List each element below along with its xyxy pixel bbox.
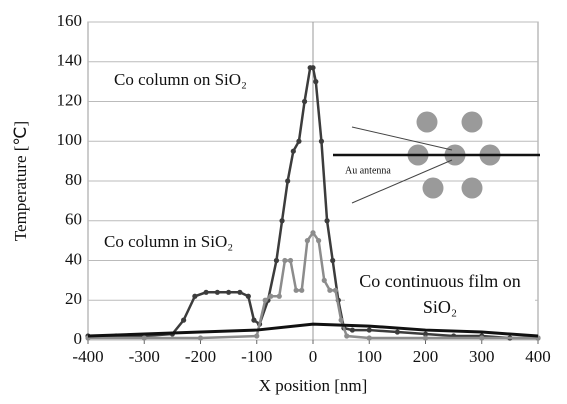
inset-particle [461,111,483,133]
y-tick-label: 80 [65,170,82,189]
data-point [192,293,198,299]
x-tick-label: 100 [357,347,383,366]
x-tick-label: -400 [72,347,103,366]
data-point [287,257,294,264]
data-point [181,317,187,323]
data-point [141,335,147,341]
y-tick-label: 140 [57,51,83,70]
data-point [422,335,429,341]
data-point [313,79,319,85]
data-point [293,287,299,293]
x-tick-label: 0 [309,347,318,366]
data-point [422,331,429,337]
series-label: Co column in SiO₂ [104,232,233,251]
inset-antenna-edge [351,126,453,151]
data-point [214,289,220,295]
data-point [394,329,400,335]
data-point [285,178,291,184]
x-tick-label: -300 [129,347,160,366]
data-point [276,293,282,299]
x-tick-label: -100 [241,347,272,366]
data-point [332,287,339,293]
data-point [226,289,232,295]
data-point [197,335,204,341]
y-tick-label: 0 [74,329,83,348]
inset-label: Au antenna [345,165,391,176]
data-point [279,218,285,224]
y-tick-label: 120 [57,90,83,109]
series-label: Co column on SiO₂ [114,70,247,89]
data-point [316,238,322,244]
data-point [290,148,296,154]
data-point [324,218,330,224]
y-axis-title: Temperature [℃] [11,121,30,241]
inset-antenna-edge [351,159,453,204]
data-point [254,333,260,339]
data-point [310,230,316,236]
y-tick-label: 40 [65,249,82,268]
data-point [237,289,243,295]
y-tick-label: 20 [65,289,82,308]
inset-particle [422,177,444,199]
data-point [366,327,372,333]
data-point [338,317,344,323]
inset: Au antenna [333,111,540,204]
y-tick-label: 60 [65,210,82,229]
inset-particle [461,177,483,199]
x-tick-label: 200 [413,347,439,366]
data-point [344,333,350,339]
data-point [318,138,325,144]
series-label: Co continuous film on SiO₂ [345,268,535,320]
data-point [301,98,308,105]
data-point [296,138,302,144]
data-point [273,257,280,264]
data-point [479,335,485,341]
data-point [310,65,316,71]
data-point [330,257,336,264]
x-tick-label: 300 [469,347,495,366]
y-tick-label: 160 [57,11,83,30]
data-point [366,335,372,341]
data-point [251,317,257,323]
data-point [282,257,288,264]
x-tick-label: 400 [525,347,551,366]
data-point [321,277,327,283]
data-point [327,287,333,293]
inset-particle [416,111,438,133]
x-tick-label: -200 [185,347,216,366]
series-line [87,322,539,338]
data-point [299,287,305,293]
data-point [268,293,274,299]
data-point [304,238,310,244]
data-point [349,327,355,333]
data-point [262,297,268,303]
data-point [245,293,251,299]
y-tick-label: 100 [57,130,83,149]
data-point [203,289,209,295]
x-axis-title: X position [nm] [259,376,368,395]
label-box [100,64,296,96]
